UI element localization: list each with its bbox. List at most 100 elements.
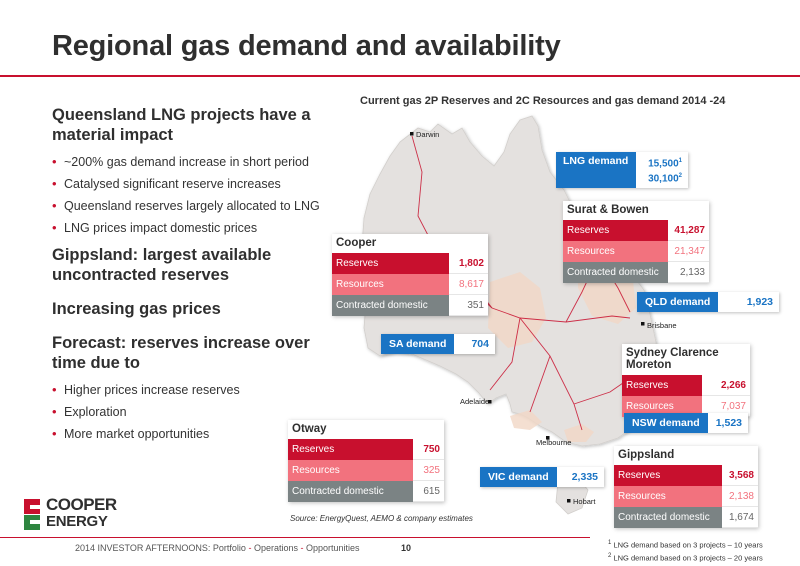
vic-demand-value: 2,335 <box>556 467 604 487</box>
bullet: Exploration <box>52 401 342 423</box>
sa-demand-value: 704 <box>454 334 495 354</box>
resources-label: Resources <box>332 273 450 295</box>
contracted-label: Contracted domestic <box>332 294 450 316</box>
resources-label: Resources <box>563 240 669 262</box>
svg-text:Hobart: Hobart <box>573 497 596 506</box>
logo-text-line2: ENERGY <box>46 513 108 530</box>
panel-title: Sydney Clarence Moreton <box>622 344 750 375</box>
gippsland-basin-area <box>564 424 594 442</box>
contracted-value: 2,133 <box>668 261 709 283</box>
qld-demand-box: QLD demand 1,923 <box>637 292 779 312</box>
bullet: More market opportunities <box>52 423 342 445</box>
bullet: LNG prices impact domestic prices <box>52 217 342 239</box>
reserves-label: Reserves <box>614 465 723 486</box>
reserves-value: 2,266 <box>702 375 750 396</box>
map-title: Current gas 2P Reserves and 2C Resources… <box>360 95 726 107</box>
panel-title: Surat & Bowen <box>563 201 709 220</box>
bullets-qld-lng: ~200% gas demand increase in short perio… <box>52 151 342 239</box>
lng-demand-box: LNG demand 15,5001 30,1002 <box>556 152 688 188</box>
reserves-value: 750 <box>413 439 444 460</box>
city-brisbane: Brisbane <box>641 321 677 330</box>
lng-demand-label: LNG demand <box>556 152 636 188</box>
reserves-value: 1,802 <box>449 253 488 274</box>
footnote-2: LNG demand based on 3 projects – 20 year… <box>613 553 763 562</box>
sydney-clarence-moreton-panel: Sydney Clarence Moreton Reserves 2,266 Re… <box>622 344 750 417</box>
vic-demand-label: VIC demand <box>480 467 557 487</box>
contracted-value: 615 <box>413 480 444 502</box>
qld-demand-label: QLD demand <box>637 292 719 312</box>
city-adelaide: Adelaide <box>460 397 492 406</box>
heading-gas-prices: Increasing gas prices <box>52 300 221 318</box>
page-number: 10 <box>401 543 412 553</box>
svg-text:Darwin: Darwin <box>416 130 439 139</box>
svg-text:Brisbane: Brisbane <box>647 321 677 330</box>
footnote-marker: 1 <box>678 158 682 164</box>
footer-event: 2014 INVESTOR AFTERNOONS: <box>75 543 211 553</box>
qld-demand-value: 1,923 <box>718 292 779 312</box>
panel-title: Gippsland <box>614 446 758 465</box>
bullet: ~200% gas demand increase in short perio… <box>52 151 342 173</box>
resources-value: 2,138 <box>722 485 758 507</box>
surat-bowen-panel: Surat & Bowen Reserves 41,287 Resources 21… <box>563 201 709 283</box>
footnotes: 1 LNG demand based on 3 projects – 10 ye… <box>608 538 763 563</box>
lng-demand-20yr: 30,100 <box>648 173 679 185</box>
resources-label: Resources <box>622 395 703 417</box>
australia-map: Darwin Brisbane Adelaide Melbourne Hobar… <box>361 115 677 515</box>
heading-gippsland: Gippsland: largest available uncontracte… <box>52 246 272 284</box>
logo-text-line1: COOPER <box>46 495 117 514</box>
sa-demand-label: SA demand <box>381 334 455 354</box>
logo-mark-icon <box>24 499 40 530</box>
resources-label: Resources <box>614 485 723 507</box>
svg-text:Adelaide: Adelaide <box>460 397 489 406</box>
city-hobart: Hobart <box>567 497 596 506</box>
page-title: Regional gas demand and availability <box>52 30 561 62</box>
footnote-marker: 2 <box>608 552 612 559</box>
heading-forecast: Forecast: reserves increase over time du… <box>52 334 310 372</box>
city-darwin: Darwin <box>410 130 439 139</box>
reserves-label: Reserves <box>288 439 414 460</box>
contracted-label: Contracted domestic <box>614 506 723 528</box>
lng-demand-values: 15,5001 30,1002 <box>636 152 688 188</box>
lng-demand-10yr: 15,500 <box>648 158 679 170</box>
footer-separator: - <box>248 543 252 553</box>
title-divider <box>0 75 800 77</box>
nsw-demand-box: NSW demand 1,523 <box>624 413 748 433</box>
resources-label: Resources <box>288 459 414 481</box>
footer-item: Portfolio <box>212 543 246 553</box>
reserves-label: Reserves <box>332 253 450 274</box>
contracted-value: 351 <box>449 294 488 316</box>
city-melbourne: Melbourne <box>536 436 571 447</box>
reserves-label: Reserves <box>563 220 669 241</box>
panel-title: Otway <box>288 420 444 439</box>
footnote-marker: 2 <box>678 173 682 180</box>
reserves-value: 3,568 <box>722 465 758 486</box>
bullet: Queensland reserves largely allocated to… <box>52 195 342 217</box>
footer-separator: - <box>300 543 304 553</box>
resources-value: 8,617 <box>449 273 488 295</box>
heading-qld-lng: Queensland LNG projects have a material … <box>52 106 311 144</box>
vic-demand-box: VIC demand 2,335 <box>480 467 604 487</box>
footer-divider <box>0 537 590 538</box>
key-points: Queensland LNG projects have a material … <box>52 105 342 445</box>
sa-demand-box: SA demand 704 <box>381 334 495 354</box>
otway-basin-area <box>510 410 542 430</box>
nsw-demand-label: NSW demand <box>624 413 708 433</box>
otway-panel: Otway Reserves 750 Resources 325 Contracte… <box>288 420 444 502</box>
bullet: Catalysed significant reserve increases <box>52 173 342 195</box>
reserves-label: Reserves <box>622 375 703 396</box>
cooper-basin-area <box>488 272 546 348</box>
footnote-marker: 1 <box>608 540 612 546</box>
panel-title: Cooper <box>332 234 488 253</box>
nsw-demand-value: 1,523 <box>707 413 748 433</box>
contracted-label: Contracted domestic <box>288 480 414 502</box>
footer-item: Opportunities <box>306 543 360 553</box>
reserves-value: 41,287 <box>668 220 709 241</box>
cooper-energy-logo: COOPER ENERGY <box>22 496 172 532</box>
contracted-value: 1,674 <box>722 506 758 528</box>
resources-value: 21,347 <box>668 240 709 262</box>
bullets-forecast: Higher prices increase reserves Explorat… <box>52 379 342 445</box>
gippsland-panel: Gippsland Reserves 3,568 Resources 2,138 C… <box>614 446 758 528</box>
source-note: Source: EnergyQuest, AEMO & company esti… <box>290 514 473 523</box>
cooper-panel: Cooper Reserves 1,802 Resources 8,617 Cont… <box>332 234 488 316</box>
footnote-1: LNG demand based on 3 projects – 10 year… <box>613 540 763 550</box>
